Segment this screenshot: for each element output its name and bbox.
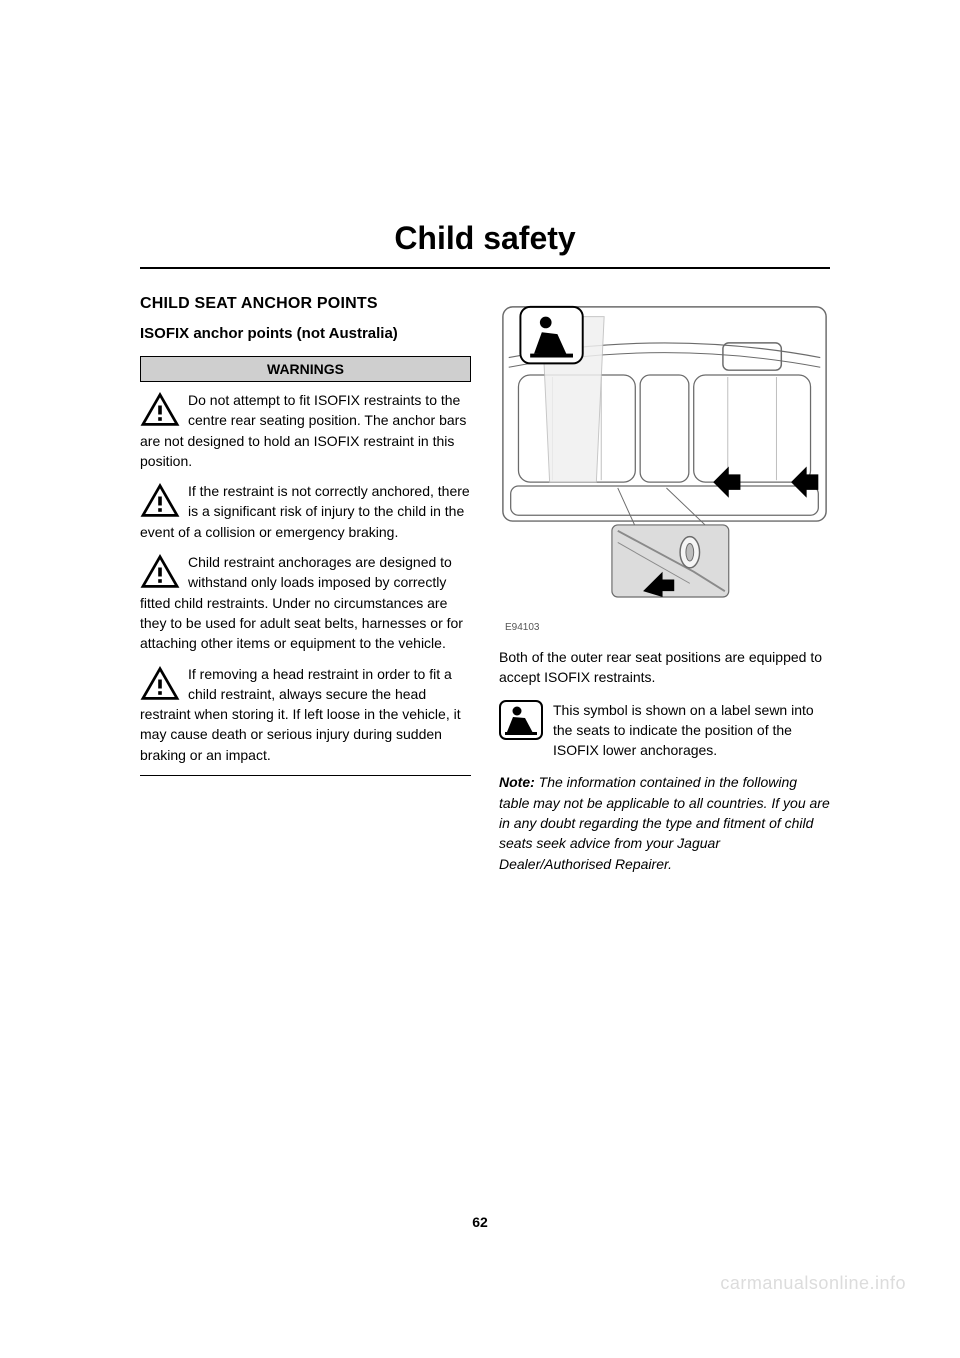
content-columns: CHILD SEAT ANCHOR POINTS ISOFIX anchor p… bbox=[140, 295, 830, 874]
page-number: 62 bbox=[0, 1214, 960, 1230]
left-column: CHILD SEAT ANCHOR POINTS ISOFIX anchor p… bbox=[140, 295, 471, 874]
isofix-symbol-note: This symbol is shown on a label sewn int… bbox=[499, 700, 830, 761]
isofix-seat-diagram bbox=[499, 295, 830, 605]
warning-item: Child restraint anchorages are designed … bbox=[140, 552, 471, 653]
section-heading: CHILD SEAT ANCHOR POINTS bbox=[140, 295, 471, 313]
warning-text: Child restraint anchorages are designed … bbox=[140, 554, 463, 651]
note-paragraph: Note: The information contained in the f… bbox=[499, 772, 830, 873]
warning-triangle-icon bbox=[140, 554, 180, 590]
note-text: The information contained in the followi… bbox=[499, 774, 830, 871]
warning-text: If the restraint is not correctly anchor… bbox=[140, 483, 470, 540]
note-label: Note: bbox=[499, 774, 535, 790]
warning-item: If removing a head restraint in order to… bbox=[140, 664, 471, 765]
title-rule bbox=[140, 267, 830, 269]
warning-text: If removing a head restraint in order to… bbox=[140, 666, 461, 763]
page-title: Child safety bbox=[140, 220, 830, 257]
warning-text: Do not attempt to fit ISOFIX restraints … bbox=[140, 392, 466, 469]
warning-triangle-icon bbox=[140, 483, 180, 519]
warning-triangle-icon bbox=[140, 666, 180, 702]
manual-page: Child safety CHILD SEAT ANCHOR POINTS IS… bbox=[0, 0, 960, 1358]
symbol-description: This symbol is shown on a label sewn int… bbox=[553, 700, 830, 761]
warning-item: Do not attempt to fit ISOFIX restraints … bbox=[140, 390, 471, 471]
warnings-end-rule bbox=[140, 775, 471, 776]
warning-item: If the restraint is not correctly anchor… bbox=[140, 481, 471, 542]
body-paragraph: Both of the outer rear seat positions ar… bbox=[499, 647, 830, 688]
figure-reference-label: E94103 bbox=[505, 622, 830, 633]
warning-triangle-icon bbox=[140, 392, 180, 428]
child-seat-symbol-icon bbox=[499, 700, 543, 740]
watermark-text: carmanualsonline.info bbox=[720, 1273, 906, 1294]
section-subheading: ISOFIX anchor points (not Australia) bbox=[140, 325, 471, 342]
warnings-header: WARNINGS bbox=[140, 356, 471, 382]
right-column: E94103 Both of the outer rear seat posit… bbox=[499, 295, 830, 874]
